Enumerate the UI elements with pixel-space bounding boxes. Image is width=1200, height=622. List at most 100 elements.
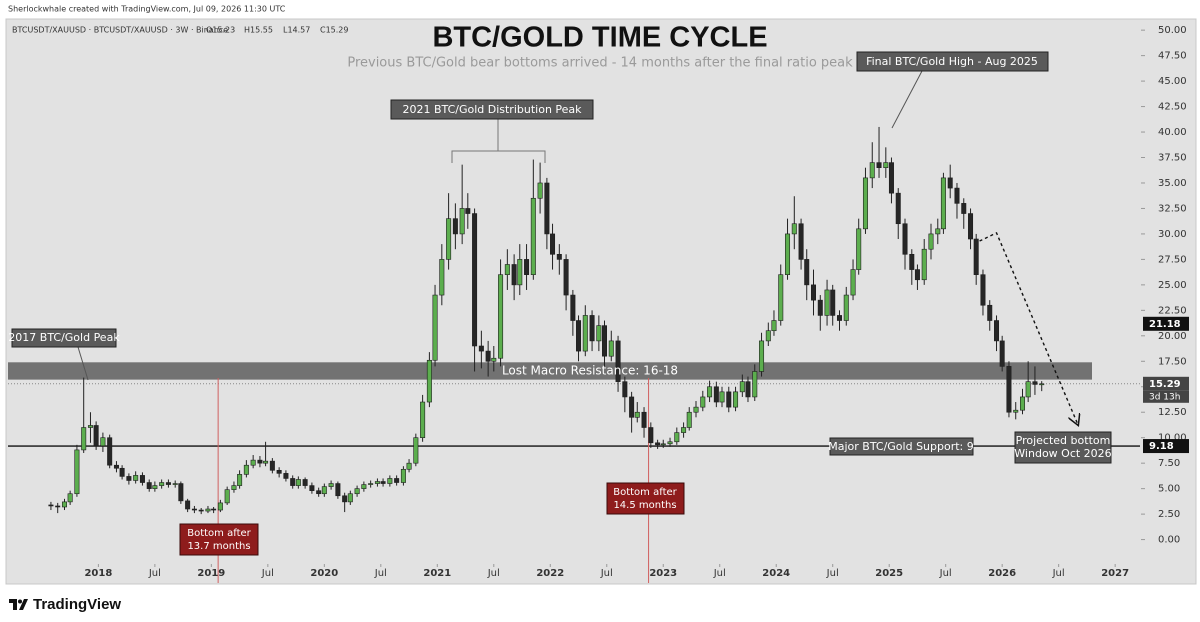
candle-body: [55, 505, 61, 508]
x-tick-label: Jul: [939, 568, 952, 579]
candle-body: [276, 470, 282, 474]
bottom-callout: Bottom after 13.7 months: [179, 523, 259, 556]
candle-body: [596, 325, 602, 342]
axis-tag-box: [1143, 316, 1189, 331]
candle-body: [686, 411, 692, 428]
y-tick-label: 32.50: [1158, 203, 1187, 214]
candle-body: [817, 299, 823, 316]
candle-body: [452, 218, 458, 235]
candle-body: [608, 340, 614, 357]
axes: 0.002.505.007.5010.0012.5015.0017.5020.0…: [84, 25, 1189, 579]
candle-body: [394, 478, 400, 483]
price-tag: 15.29: [1149, 379, 1181, 390]
candle-body: [511, 264, 517, 286]
candle-body: [87, 425, 93, 428]
y-tick-label: 0.00: [1158, 535, 1180, 546]
x-tick-label: 2025: [875, 568, 903, 579]
x-tick-label: Jul: [600, 568, 613, 579]
support-tag-box: [1143, 439, 1189, 454]
candle-body: [347, 493, 353, 503]
callout-box: [606, 482, 685, 515]
x-tick-label: Jul: [713, 568, 726, 579]
candle-body: [745, 381, 751, 398]
x-tick-label: 2022: [536, 568, 564, 579]
candle-body: [537, 182, 543, 199]
candle-body: [472, 213, 478, 347]
candle-body: [850, 269, 856, 296]
candle-body: [432, 294, 438, 361]
candle-body: [485, 350, 491, 362]
candle-body: [295, 479, 301, 486]
projection-path: [979, 231, 1078, 425]
candle-body: [1013, 409, 1019, 413]
candle-body: [185, 500, 191, 510]
candle-body: [883, 162, 889, 168]
y-tick-label: 47.50: [1158, 51, 1187, 62]
bracket: [451, 119, 546, 163]
candle-body: [231, 485, 237, 490]
x-tick-label: 2024: [762, 568, 790, 579]
candle-body: [973, 238, 979, 275]
y-tick-label: 42.50: [1158, 102, 1187, 113]
annotation-text: Projected bottom: [1016, 434, 1111, 447]
candle-body: [629, 396, 635, 418]
candle-body: [119, 467, 125, 477]
y-tick-label: 35.00: [1158, 178, 1187, 189]
candle-body: [517, 259, 523, 286]
candle-body: [309, 485, 315, 491]
chart-title: BTC/GOLD TIME CYCLE: [432, 22, 767, 54]
candle-body: [316, 490, 322, 495]
callout-box: [179, 523, 259, 556]
candle-body: [139, 475, 145, 483]
credit: Sherlockwhale created with TradingView.c…: [8, 5, 286, 14]
candle-body: [478, 345, 484, 352]
candle-body: [413, 437, 419, 464]
callout-text: 13.7 months: [187, 541, 250, 552]
candle-body: [909, 254, 915, 270]
annotation-text: 2021 BTC/Gold Distribution Peak: [402, 103, 582, 116]
candle-body: [74, 449, 80, 495]
logo-mark: [18, 599, 22, 604]
candle-body: [257, 459, 263, 464]
candle-body: [361, 484, 367, 489]
callout-text: 14.5 months: [613, 500, 676, 511]
candle-body: [420, 401, 426, 438]
candle-body: [159, 482, 165, 486]
resistance-label: Lost Macro Resistance: 16-18: [502, 364, 678, 378]
candle-body: [634, 411, 640, 418]
candle-body: [243, 464, 249, 475]
candle-body: [856, 228, 862, 270]
candle-body: [178, 483, 184, 502]
candle-body: [400, 468, 406, 483]
candle-body: [928, 233, 934, 250]
candle-body: [237, 474, 243, 486]
x-tick-label: Jul: [487, 568, 500, 579]
candle-body: [615, 340, 621, 382]
candle-body: [342, 495, 348, 503]
candle-body: [368, 483, 374, 485]
candle-body: [81, 427, 87, 451]
ohlc-open: O15.23: [206, 26, 235, 35]
candle-body: [107, 437, 113, 466]
x-tick-label: Jul: [1052, 568, 1065, 579]
candle-body: [888, 162, 894, 194]
y-tick-label: 22.50: [1158, 305, 1187, 316]
candle-body: [895, 192, 901, 225]
annotation: 2021 BTC/Gold Distribution Peak: [390, 99, 594, 163]
candle-body: [126, 476, 132, 481]
candle-body: [498, 274, 504, 359]
candle-body: [152, 485, 158, 489]
candle-body: [947, 177, 953, 189]
candle-body: [61, 501, 67, 508]
candle-body: [93, 425, 99, 447]
x-tick-label: 2021: [423, 568, 451, 579]
candle-body: [146, 482, 152, 489]
annotation-box: [11, 328, 117, 348]
candle-body: [681, 427, 687, 433]
annotation-text: Window Oct 2026: [1014, 447, 1111, 460]
candle-body: [576, 320, 582, 352]
x-tick-label: Jul: [148, 568, 161, 579]
annotation-text: 2017 BTC/Gold Peak: [8, 331, 120, 344]
candle-body: [836, 315, 842, 321]
candle-body: [302, 479, 308, 486]
